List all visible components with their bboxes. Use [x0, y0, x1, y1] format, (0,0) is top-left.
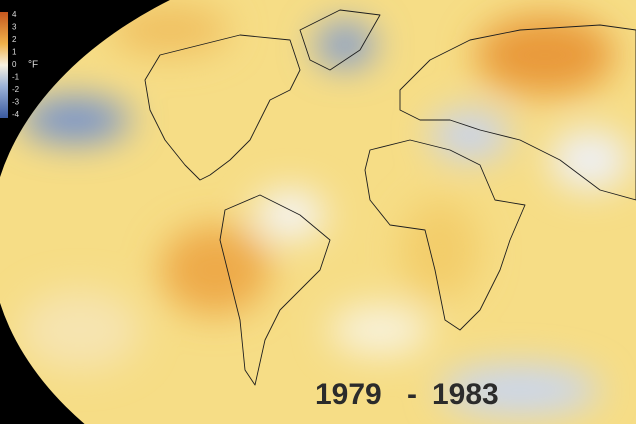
colorbar-tick-label: -1: [12, 73, 20, 82]
colorbar-tick-label: 4: [12, 10, 17, 19]
colorbar-tick-label: -4: [12, 110, 20, 119]
colorbar-ticks: 4 3 2 1 0 -1 -2 -3 -4: [12, 10, 20, 119]
coastlines: [144, 9, 636, 386]
colorbar-tick-label: 0: [12, 60, 17, 69]
period-end: 1983: [432, 378, 499, 411]
period-start: 1979: [315, 378, 382, 411]
colorbar-tick-label: -3: [12, 98, 20, 107]
colorbar-tick-label: 3: [12, 23, 17, 32]
colorbar-unit: °F: [28, 60, 38, 71]
colorbar-tick-label: 1: [12, 48, 17, 57]
colorbar-tick-label: -2: [12, 85, 20, 94]
period-separator: -: [407, 378, 417, 411]
anomaly-fields: [20, 5, 630, 415]
colorbar: [0, 12, 8, 118]
colorbar-tick-label: 2: [12, 35, 17, 44]
